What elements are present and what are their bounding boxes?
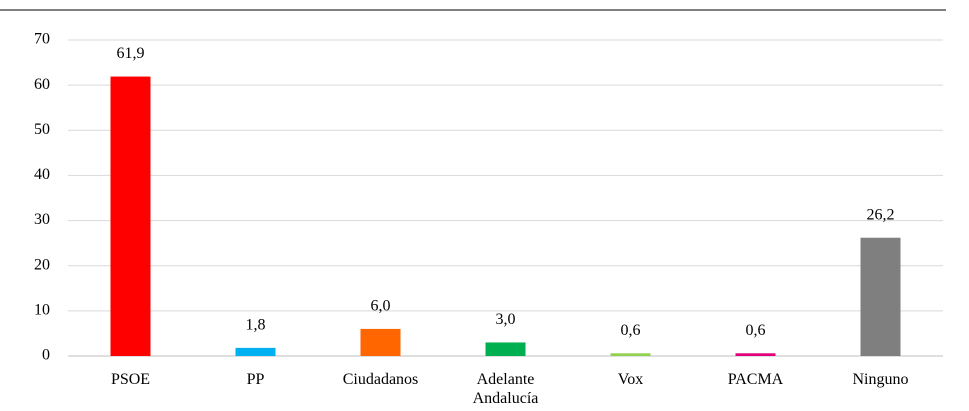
y-tick-label: 40: [34, 166, 50, 183]
x-tick-label: Ninguno: [852, 371, 909, 388]
value-label: 0,6: [746, 322, 766, 339]
x-tick-label: PSOE: [110, 371, 151, 388]
value-label: 1,8: [246, 317, 266, 334]
value-label: 0,6: [621, 322, 641, 339]
y-tick-label: 30: [34, 211, 50, 228]
bar: [735, 353, 776, 356]
x-tick-label: Adelante Andalucía: [472, 371, 539, 407]
y-tick-label: 10: [34, 302, 50, 319]
bar: [235, 347, 276, 356]
bar: [860, 237, 901, 356]
bar: [485, 342, 526, 356]
value-label: 3,0: [496, 311, 516, 328]
x-tick-label: Vox: [617, 371, 644, 388]
y-tick-label: 50: [34, 121, 50, 138]
y-tick-label: 0: [42, 347, 50, 364]
y-tick-label: 20: [34, 256, 50, 273]
y-tick-label: 60: [34, 76, 50, 93]
value-label: 61,9: [117, 45, 145, 62]
bar: [110, 76, 151, 357]
x-tick-label: Ciudadanos: [342, 371, 419, 388]
bar: [360, 328, 401, 356]
value-label: 26,2: [867, 206, 895, 223]
value-label: 6,0: [371, 298, 391, 315]
x-tick-label: PP: [246, 371, 265, 388]
x-tick-label: PACMA: [727, 371, 784, 388]
bar: [610, 353, 651, 356]
y-tick-label: 70: [34, 31, 50, 48]
